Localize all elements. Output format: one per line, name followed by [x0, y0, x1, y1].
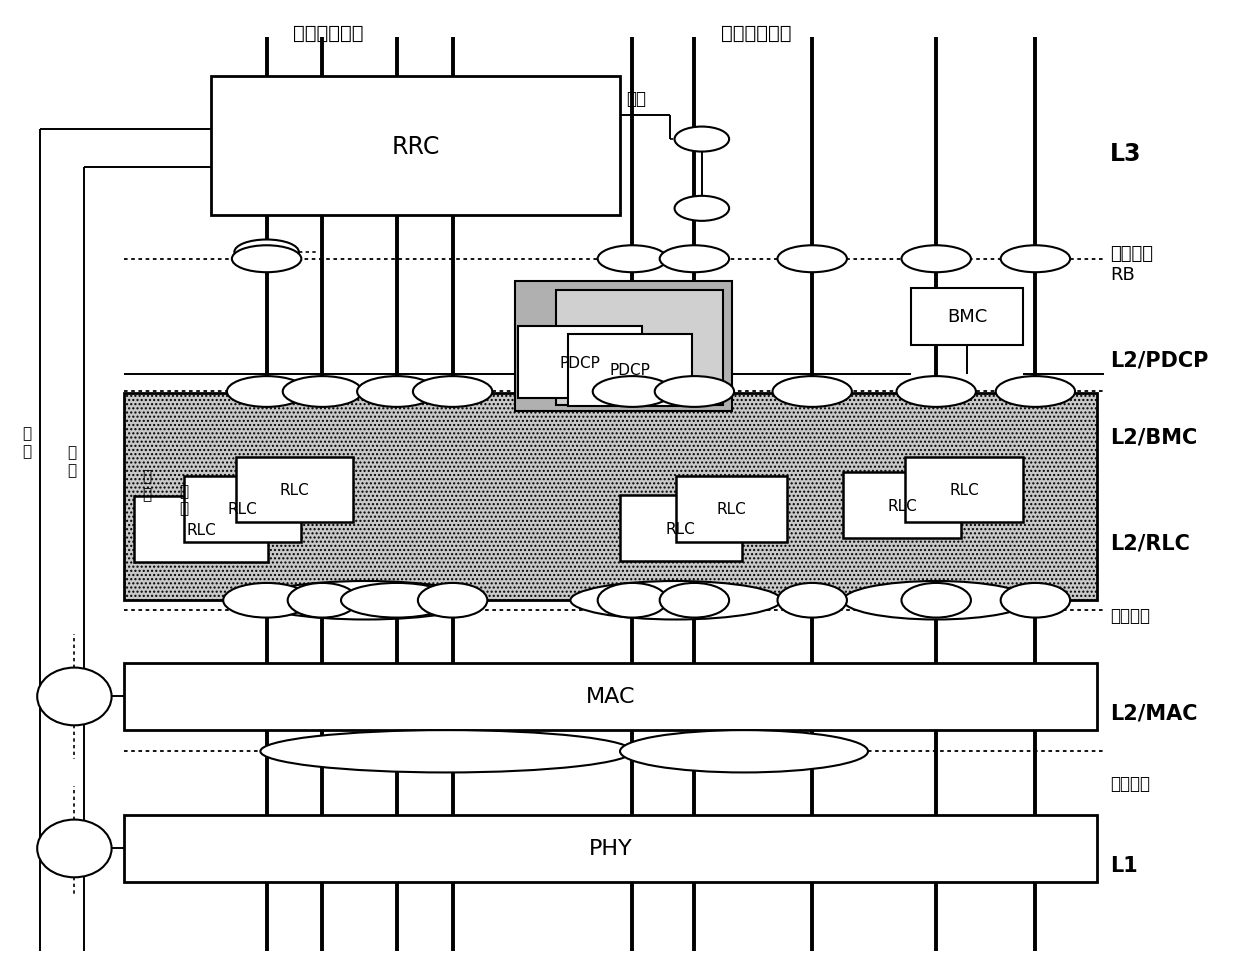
Text: 用户平面信息: 用户平面信息 [722, 24, 791, 43]
Ellipse shape [37, 820, 112, 877]
Text: L2/MAC: L2/MAC [1110, 703, 1198, 723]
Bar [911, 288, 1023, 346]
Ellipse shape [288, 583, 357, 618]
Bar [236, 457, 353, 523]
Ellipse shape [223, 583, 310, 618]
Ellipse shape [675, 197, 729, 222]
Ellipse shape [37, 668, 112, 726]
Text: L3: L3 [1110, 142, 1141, 165]
Ellipse shape [260, 730, 632, 773]
Ellipse shape [620, 730, 868, 773]
Ellipse shape [598, 246, 667, 273]
Text: MAC: MAC [587, 687, 635, 706]
Text: 控制: 控制 [626, 89, 646, 108]
Ellipse shape [675, 128, 729, 153]
Ellipse shape [341, 583, 453, 618]
Ellipse shape [234, 240, 299, 265]
Bar [211, 77, 620, 216]
Text: L1: L1 [1110, 855, 1137, 875]
Ellipse shape [901, 583, 971, 618]
Ellipse shape [254, 581, 477, 620]
Text: L2/RLC: L2/RLC [1110, 533, 1189, 553]
Ellipse shape [598, 583, 667, 618]
Text: 控
制: 控 制 [67, 445, 77, 478]
Text: 控
制: 控 制 [22, 426, 32, 458]
Bar [184, 477, 301, 542]
Ellipse shape [901, 246, 971, 273]
Ellipse shape [660, 583, 729, 618]
Ellipse shape [660, 246, 729, 273]
Ellipse shape [655, 377, 734, 407]
Text: RLC: RLC [888, 498, 916, 513]
Bar [124, 815, 1097, 882]
Text: 逻辑信道: 逻辑信道 [1110, 606, 1149, 624]
Text: RLC: RLC [666, 521, 696, 536]
Bar [905, 457, 1023, 523]
Ellipse shape [1001, 246, 1070, 273]
Ellipse shape [413, 377, 492, 407]
Bar [676, 477, 787, 542]
Text: RLC: RLC [280, 482, 309, 498]
Text: PHY: PHY [589, 839, 632, 858]
Text: RLC: RLC [186, 522, 216, 537]
Text: PDCP: PDCP [560, 356, 600, 370]
Ellipse shape [418, 583, 487, 618]
Bar [568, 334, 692, 407]
Text: L2/BMC: L2/BMC [1110, 428, 1197, 447]
Bar [518, 327, 642, 399]
Ellipse shape [777, 246, 847, 273]
Text: RRC: RRC [391, 135, 440, 159]
Text: 传输信道: 传输信道 [1110, 775, 1149, 792]
Text: RLC: RLC [228, 502, 257, 517]
Ellipse shape [996, 377, 1075, 407]
Ellipse shape [593, 377, 672, 407]
Text: L2/PDCP: L2/PDCP [1110, 351, 1208, 370]
Text: BMC: BMC [947, 308, 987, 326]
Ellipse shape [283, 377, 362, 407]
Text: RLC: RLC [717, 502, 746, 517]
Bar [124, 663, 1097, 730]
Text: 控
制: 控 制 [179, 483, 188, 516]
Ellipse shape [232, 246, 301, 273]
Text: 控制平面信令: 控制平面信令 [294, 24, 363, 43]
Ellipse shape [1001, 583, 1070, 618]
Text: RLC: RLC [950, 482, 978, 498]
Ellipse shape [843, 581, 1029, 620]
Bar [134, 497, 268, 562]
Ellipse shape [897, 377, 976, 407]
Bar [556, 290, 723, 406]
Ellipse shape [777, 583, 847, 618]
Text: 无线承载
RB: 无线承载 RB [1110, 245, 1153, 283]
Text: 控
制: 控 制 [141, 469, 151, 502]
Text: PDCP: PDCP [610, 363, 650, 378]
Ellipse shape [570, 581, 781, 620]
Bar [124, 394, 1097, 601]
Bar [620, 496, 742, 561]
Bar [515, 282, 732, 411]
Ellipse shape [357, 377, 436, 407]
Ellipse shape [773, 377, 852, 407]
Ellipse shape [227, 377, 306, 407]
Bar [843, 473, 961, 538]
